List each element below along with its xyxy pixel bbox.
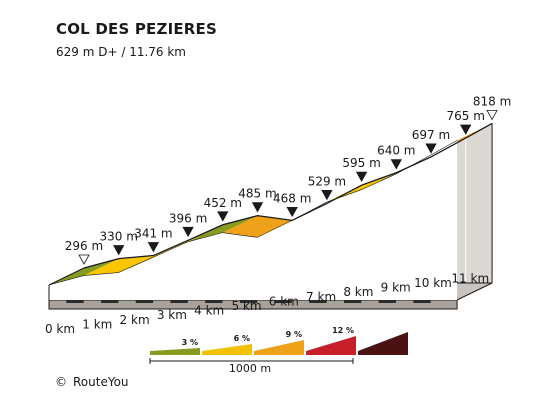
profile-front-face: [49, 140, 458, 300]
km-label: 8 km: [343, 285, 373, 299]
elevation-label: 341 m: [134, 227, 172, 241]
profile-segment: [49, 258, 119, 285]
elevation-label: 330 m: [99, 230, 137, 244]
elevation-label: 595 m: [342, 156, 380, 170]
copyright-icon: ©: [55, 375, 67, 389]
elevation-label: 529 m: [308, 174, 346, 188]
chart-subtitle: 629 m D+ / 11.76 km: [56, 45, 186, 59]
elevation-marker-icon: [321, 190, 333, 201]
km-label: 1 km: [82, 317, 112, 331]
legend-swatch: [202, 344, 252, 355]
km-label: 3 km: [157, 308, 187, 322]
legend-swatch: [306, 336, 356, 355]
profile-segment: [83, 255, 154, 276]
elevation-marker-icon: [460, 124, 472, 135]
elevation-marker-icon: [251, 202, 264, 213]
profile-start-edge: [48, 267, 85, 286]
km-label: 0 km: [45, 322, 75, 336]
km-label: 10 km: [414, 276, 452, 290]
legend-label: 6 %: [234, 334, 250, 343]
elevation-marker-icon: [355, 171, 368, 183]
elevation-marker-icon: [217, 211, 229, 222]
profile-segment: [222, 215, 293, 238]
elevation-label: 765 m: [446, 109, 484, 123]
elevation-label: 396 m: [169, 211, 207, 225]
km-label: 9 km: [381, 281, 411, 295]
legend-swatch: [358, 332, 408, 355]
profile-front-outline: [48, 140, 458, 286]
elevation-marker-icon: [390, 159, 402, 170]
elevation-marker-icon: [286, 206, 298, 218]
legend-label: 12 %: [332, 326, 354, 335]
km-label: 6 km: [269, 294, 299, 308]
credit-text: RouteYou: [73, 375, 129, 389]
km-label: 4 km: [194, 304, 224, 318]
endpoint-marker-icon: [486, 110, 498, 121]
credit: © RouteYou: [55, 375, 129, 389]
scale-bar-label: 1000 m: [229, 362, 271, 375]
elevation-label: 485 m: [238, 187, 276, 201]
elevation-label: 468 m: [273, 191, 311, 205]
elevation-marker-icon: [425, 143, 437, 154]
elevation-marker-icon: [182, 226, 194, 238]
elevation-label: 452 m: [204, 196, 242, 210]
elevation-marker-icon: [113, 245, 125, 256]
km-label: 11 km: [451, 271, 489, 285]
legend-swatch: [254, 340, 304, 355]
legend-label: 3 %: [182, 338, 198, 347]
elevation-label: 697 m: [412, 128, 450, 142]
legend-label: 9 %: [286, 330, 302, 339]
chart-title: COL DES PEZIERES: [56, 20, 218, 38]
elevation-marker-icon: [147, 242, 160, 253]
elevation-label: 640 m: [377, 144, 415, 158]
legend-swatch: [150, 348, 200, 355]
km-label: 5 km: [231, 299, 261, 313]
km-label: 7 km: [306, 290, 336, 304]
profile-segment: [187, 215, 258, 242]
elevation-label: 818 m: [473, 94, 511, 108]
km-label: 2 km: [120, 313, 150, 327]
elevation-label: 296 m: [65, 239, 103, 253]
endpoint-marker-icon: [78, 254, 90, 265]
